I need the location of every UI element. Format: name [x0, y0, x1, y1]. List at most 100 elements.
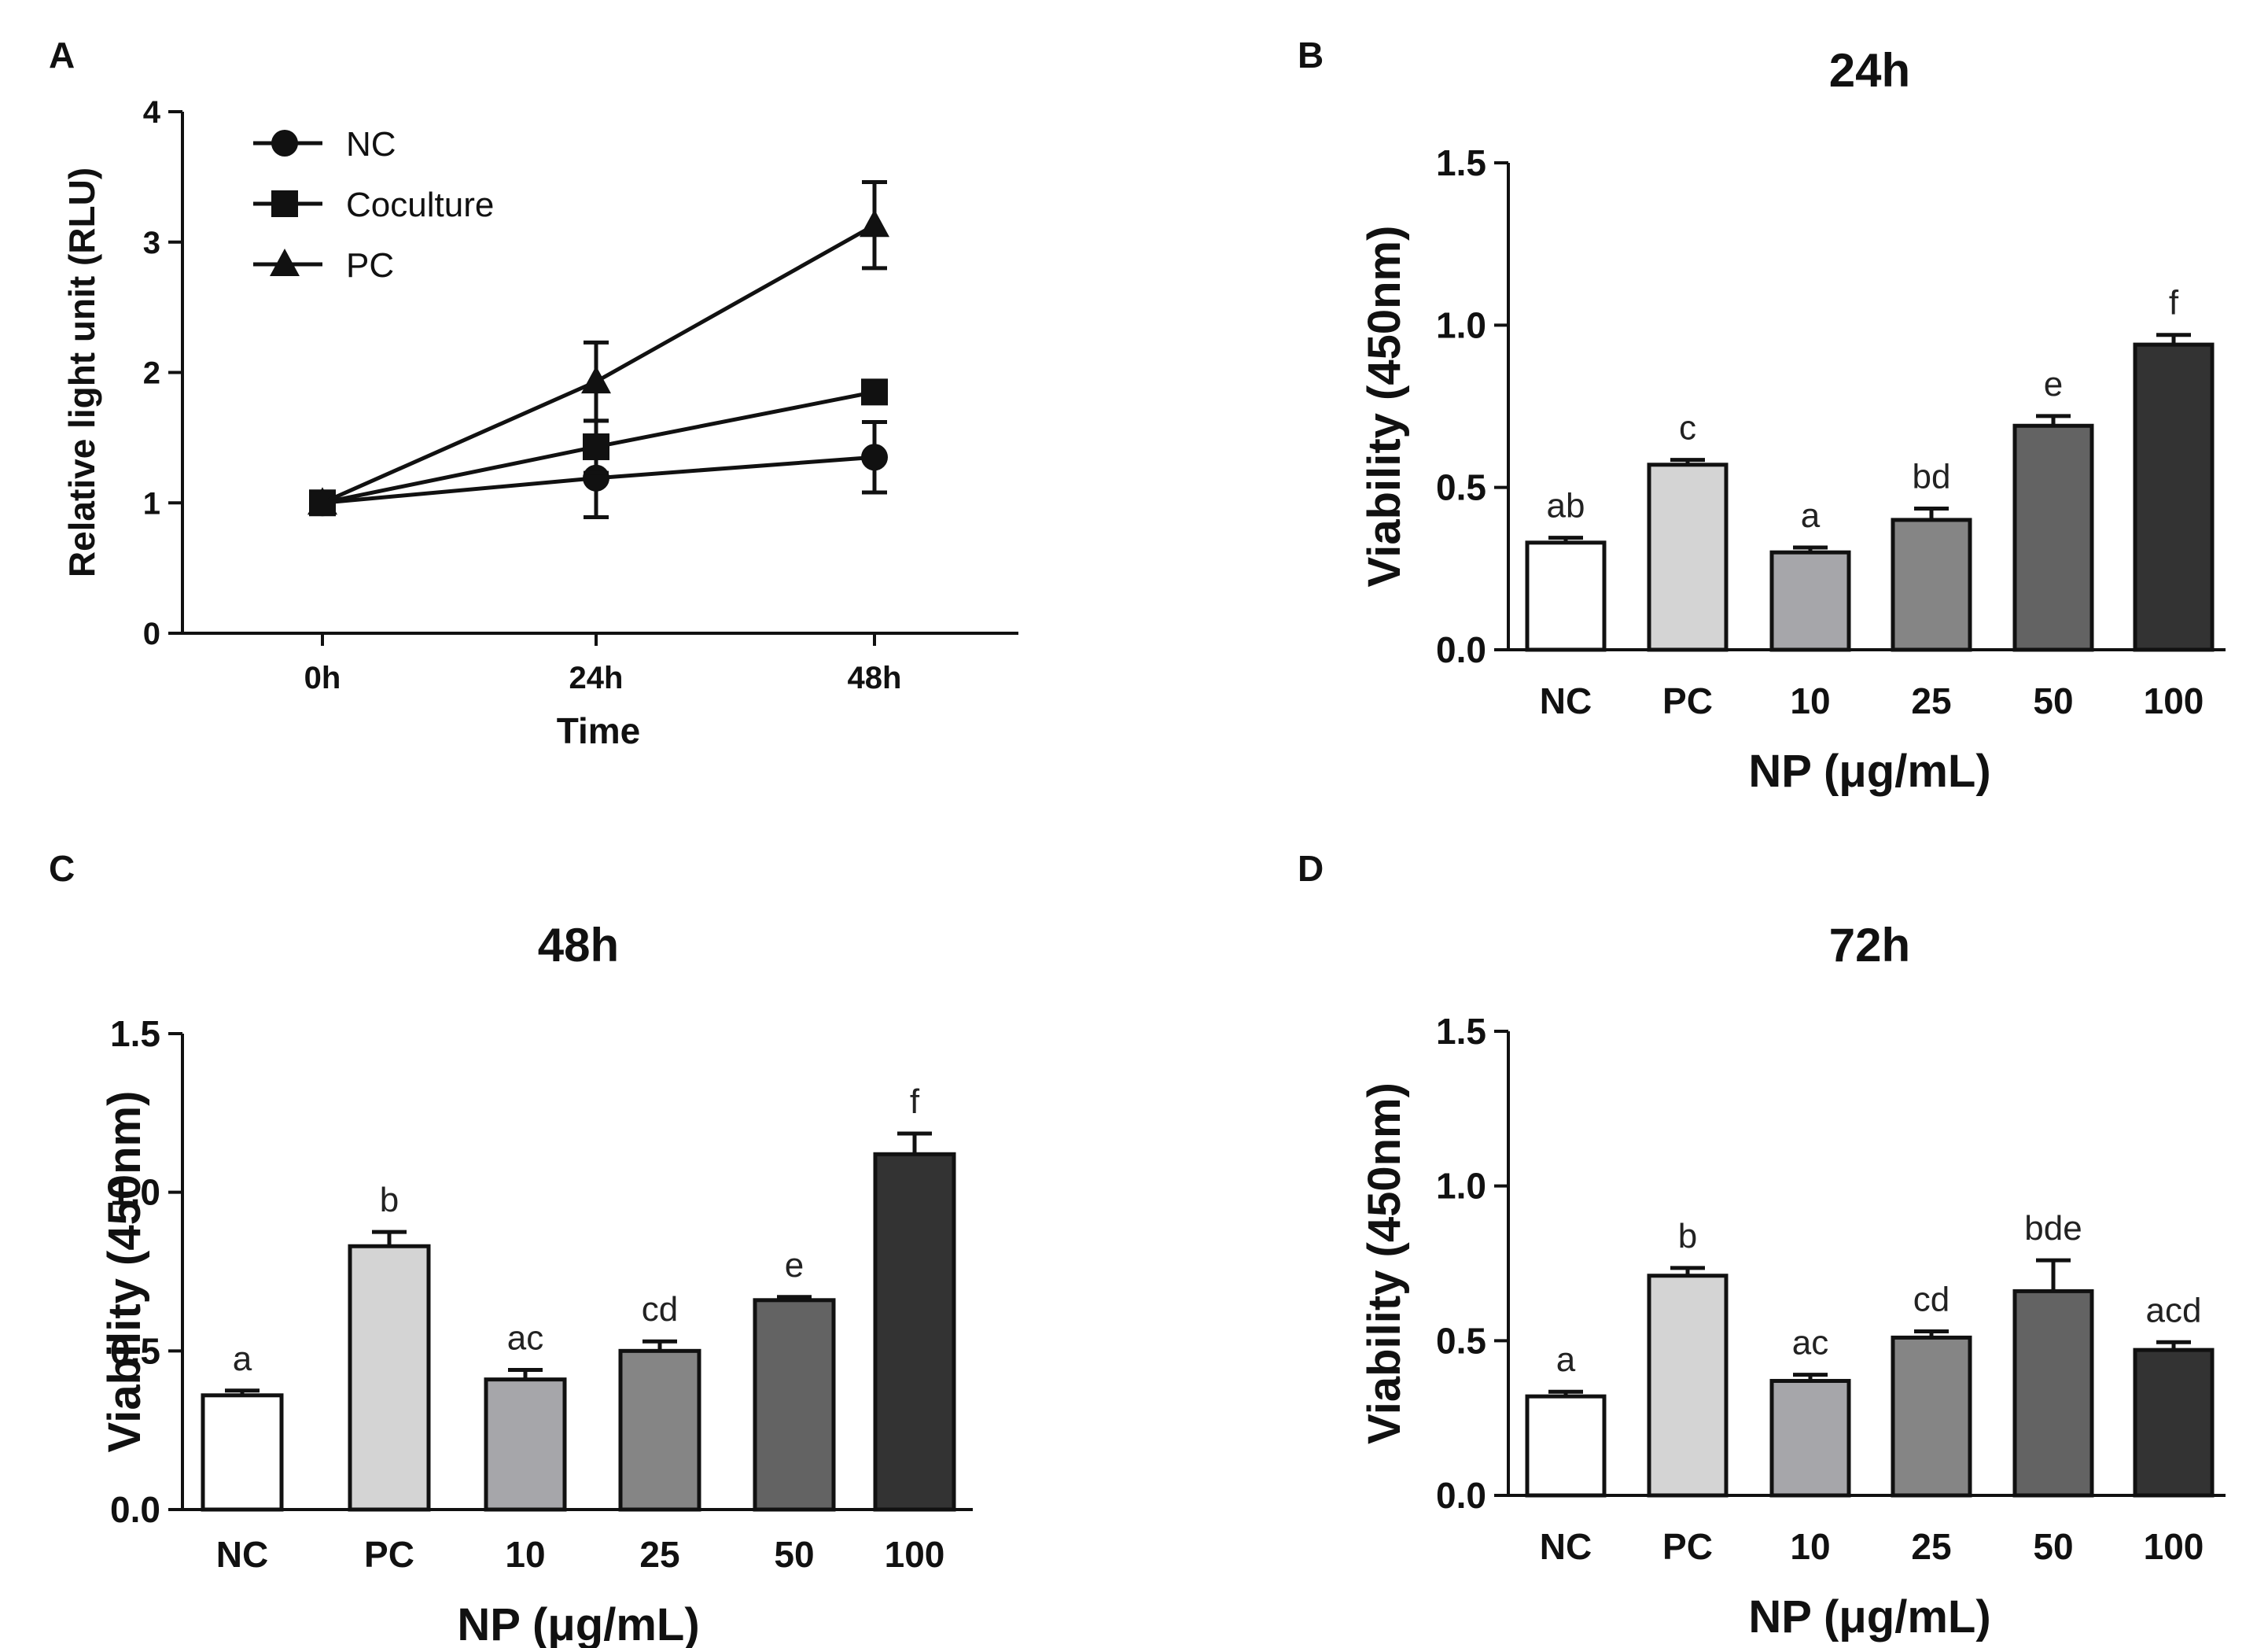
significance-label: b: [380, 1181, 399, 1219]
y-axis-label: Viability (450nm): [1359, 1082, 1410, 1444]
x-tick-label: PC: [1662, 680, 1713, 721]
bar: [1769, 1378, 1851, 1498]
x-tick-label: PC: [364, 1534, 414, 1575]
x-tick-label: 50: [774, 1534, 814, 1575]
significance-label: bd: [1913, 457, 1951, 496]
y-tick-label: 1.0: [1436, 304, 1486, 345]
legend-label: PC: [346, 246, 394, 285]
data-point: [583, 433, 609, 460]
legend-label: Coculture: [346, 186, 494, 224]
legend-label: NC: [346, 125, 396, 164]
y-tick-label: 1: [143, 486, 160, 521]
x-tick-label: 48h: [848, 661, 902, 695]
chart-title: 48h: [538, 919, 619, 971]
x-tick-label: 10: [1790, 680, 1830, 721]
bar: [348, 1244, 431, 1512]
y-tick-label: 0.5: [1436, 467, 1486, 508]
bar: [1525, 1394, 1607, 1498]
x-tick-label: 10: [1790, 1526, 1830, 1567]
x-tick-label: 100: [885, 1534, 945, 1575]
x-axis-label: NP (μg/mL): [457, 1599, 699, 1648]
y-tick-label: 1.0: [1436, 1166, 1486, 1207]
significance-label: a: [1556, 1340, 1576, 1379]
bar: [2012, 1289, 2094, 1498]
bar: [1769, 550, 1851, 652]
significance-label: b: [1678, 1217, 1697, 1255]
data-point: [861, 444, 888, 471]
x-tick-label: NC: [1540, 1526, 1592, 1567]
significance-label: e: [2044, 365, 2063, 404]
significance-label: ab: [1547, 487, 1585, 525]
y-tick-label: 2: [143, 356, 160, 391]
x-axis-label: NP (μg/mL): [1748, 746, 1990, 797]
panel-letter: A: [49, 35, 75, 76]
x-tick-label: 50: [2033, 1526, 2073, 1567]
y-tick-label: 0.5: [110, 1330, 160, 1371]
x-tick-label: 25: [1911, 680, 1951, 721]
panel-letter: C: [49, 848, 75, 889]
bar: [1647, 1274, 1729, 1498]
series-nc: NC: [253, 125, 887, 519]
significance-label: f: [910, 1082, 920, 1121]
significance-label: cd: [1913, 1281, 1950, 1319]
data-point: [861, 378, 888, 406]
chart-title: 72h: [1829, 919, 1910, 971]
bar: [1647, 463, 1729, 652]
y-tick-label: 0.0: [1436, 1475, 1486, 1516]
panel-b-chart: B 24h 0.0 0.5 1.0 1.5 Viability (450nm) NP (μg/…: [1298, 35, 2226, 797]
significance-label: c: [1679, 409, 1696, 448]
y-tick-label: 3: [143, 226, 160, 260]
y-tick-label: 0.5: [1436, 1320, 1486, 1361]
y-tick-label: 1.5: [110, 1013, 160, 1054]
bar: [1891, 1335, 1972, 1498]
significance-label: cd: [642, 1290, 678, 1329]
y-tick-label: 1.5: [1436, 142, 1486, 183]
x-tick-label: PC: [1662, 1526, 1713, 1567]
bar: [873, 1152, 956, 1512]
significance-label: ac: [507, 1319, 543, 1358]
bar: [618, 1348, 701, 1512]
panel-letter: D: [1298, 848, 1324, 889]
bar: [2133, 342, 2215, 652]
significance-label: f: [2169, 284, 2179, 323]
series-line: [321, 223, 876, 505]
significance-label: a: [233, 1340, 252, 1378]
bar: [1891, 518, 1972, 652]
panel-a-chart: A 0 1 2 3 4 0h 24h 48h Relative light unit (RLU) T…: [49, 35, 1018, 751]
bar: [2012, 423, 2094, 652]
x-tick-label: NC: [216, 1534, 268, 1575]
y-tick-label: 0.0: [110, 1489, 160, 1530]
bar: [484, 1377, 567, 1512]
series-pc: PC: [253, 180, 887, 505]
square-marker-icon: [271, 190, 298, 217]
circle-marker-icon: [271, 130, 298, 157]
significance-label: acd: [2146, 1291, 2202, 1329]
data-point: [307, 487, 337, 515]
x-axis-label: Time: [557, 710, 641, 751]
significance-label: ac: [1792, 1324, 1828, 1362]
significance-label: bde: [2024, 1209, 2082, 1248]
bar: [1525, 540, 1607, 652]
y-tick-label: 4: [143, 95, 161, 130]
x-tick-label: 100: [2144, 1526, 2204, 1567]
panel-letter: B: [1298, 35, 1324, 76]
x-tick-label: 25: [639, 1534, 679, 1575]
y-axis-label: Viability (450nm): [1359, 226, 1410, 588]
significance-label: e: [785, 1246, 804, 1285]
y-tick-label: 1.0: [110, 1172, 160, 1213]
y-tick-label: 0: [143, 617, 160, 651]
y-tick-label: 0.0: [1436, 629, 1486, 670]
x-tick-label: 50: [2033, 680, 2073, 721]
x-tick-label: 0h: [304, 661, 341, 695]
significance-label: a: [1801, 496, 1821, 535]
x-axis-label: NP (μg/mL): [1748, 1591, 1990, 1642]
data-point: [860, 209, 889, 238]
data-point: [581, 366, 611, 394]
x-tick-label: NC: [1540, 680, 1592, 721]
bar: [201, 1393, 284, 1512]
panel-d-chart: D 72h 0.0 0.5 1.0 1.5 Viability (450nm) NP (μg/…: [1298, 848, 2226, 1642]
x-tick-label: 25: [1911, 1526, 1951, 1567]
series-coculture: Coculture: [253, 186, 875, 505]
panel-c-chart: C 48h 0.0 0.5 1.0 1.5 Viability (450nm) NP (μg/…: [49, 848, 973, 1648]
